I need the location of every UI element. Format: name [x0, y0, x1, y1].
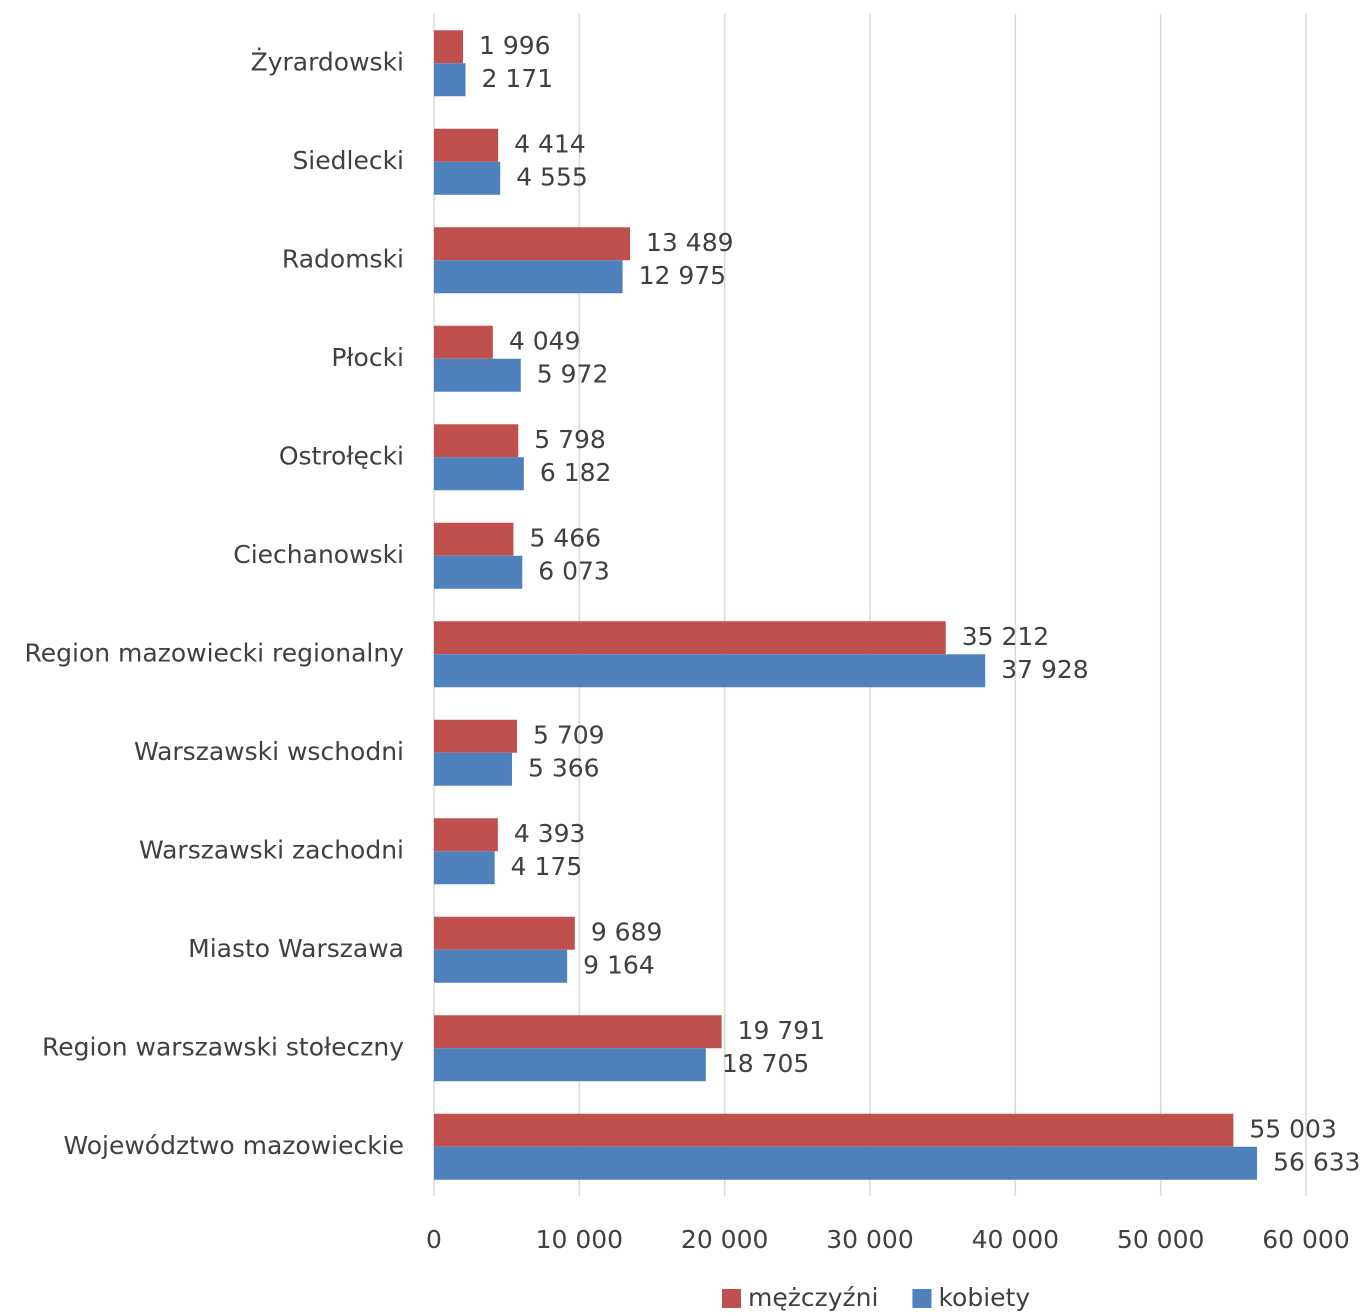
bar [434, 1048, 706, 1082]
data-label: 5 709 [533, 720, 605, 749]
data-label: 5 798 [534, 425, 606, 454]
data-label: 9 689 [591, 917, 663, 946]
bar [434, 30, 464, 64]
bar [434, 358, 521, 392]
x-tick-label: 20 000 [681, 1225, 768, 1254]
bar [434, 1113, 1234, 1147]
y-tick-label: Płocki [331, 343, 404, 372]
y-tick-label: Ostrołęcki [279, 441, 404, 470]
y-tick-label: Siedlecki [292, 146, 404, 175]
bar [434, 227, 631, 261]
data-label: 5 972 [537, 359, 609, 388]
x-tick-label: 10 000 [536, 1225, 623, 1254]
x-tick-label: 0 [426, 1225, 442, 1254]
bar [434, 654, 986, 688]
data-label: 6 182 [540, 458, 612, 487]
bar [434, 161, 501, 195]
data-label: 4 414 [514, 129, 586, 158]
bar [434, 851, 495, 885]
data-label: 55 003 [1249, 1114, 1336, 1143]
data-label: 37 928 [1001, 655, 1088, 684]
y-tick-label: Warszawski zachodni [139, 835, 404, 864]
x-tick-label: 30 000 [826, 1225, 913, 1254]
bar [434, 719, 517, 753]
bar [434, 818, 498, 852]
data-label: 5 366 [528, 753, 600, 782]
bar [434, 949, 568, 983]
bar [434, 424, 519, 458]
data-label: 56 633 [1273, 1147, 1360, 1176]
y-tick-label: Ciechanowski [233, 540, 404, 569]
data-label: 5 466 [529, 523, 601, 552]
bar [434, 63, 466, 97]
y-tick-label: Żyrardowski [251, 47, 404, 76]
bar [434, 325, 493, 359]
bar [434, 916, 575, 950]
y-tick-label: Miasto Warszawa [188, 934, 404, 963]
data-label: 13 489 [646, 228, 733, 257]
bar [434, 752, 512, 786]
data-label: 9 164 [583, 950, 655, 979]
data-label: 18 705 [722, 1049, 809, 1078]
x-tick-label: 40 000 [972, 1225, 1059, 1254]
bar [434, 457, 524, 491]
bar [434, 555, 523, 589]
data-label: 2 171 [482, 64, 554, 93]
data-label: 6 073 [538, 556, 610, 585]
y-tick-label: Radomski [282, 244, 404, 273]
y-tick-label: Region warszawski stołeczny [42, 1032, 404, 1061]
legend-swatch [912, 1289, 932, 1308]
data-label: 19 791 [738, 1016, 825, 1045]
legend-label: mężczyźni [748, 1283, 878, 1312]
bar [434, 128, 499, 162]
y-tick-label: Województwo mazowieckie [63, 1131, 404, 1160]
data-label: 4 175 [511, 852, 583, 881]
y-tick-label: Region mazowiecki regionalny [25, 638, 405, 667]
bar [434, 1015, 722, 1049]
bar [434, 260, 623, 294]
bar [434, 621, 946, 655]
x-tick-label: 60 000 [1262, 1225, 1349, 1254]
data-label: 1 996 [479, 31, 551, 60]
bar [434, 522, 514, 556]
x-tick-label: 50 000 [1117, 1225, 1204, 1254]
bar [434, 1146, 1258, 1180]
data-label: 4 555 [516, 162, 588, 191]
data-label: 35 212 [962, 622, 1049, 651]
data-label: 12 975 [639, 261, 726, 290]
legend-swatch [722, 1289, 741, 1308]
data-label: 4 049 [509, 326, 581, 355]
legend-label: kobiety [938, 1283, 1030, 1312]
data-label: 4 393 [514, 819, 586, 848]
y-tick-label: Warszawski wschodni [134, 737, 404, 766]
